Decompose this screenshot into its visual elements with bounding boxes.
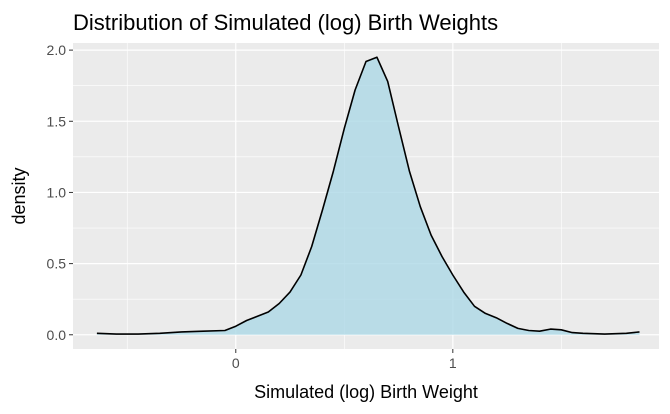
y-tick-label: 2.0: [47, 42, 67, 58]
y-tick-label: 1.5: [47, 113, 67, 129]
density-layer: [96, 56, 640, 335]
y-axis-title: density: [9, 167, 29, 224]
density-line: [96, 56, 640, 335]
y-tick-label: 0.0: [47, 327, 67, 343]
x-tick-label: 1: [449, 355, 457, 371]
chart-title: Distribution of Simulated (log) Birth We…: [73, 10, 498, 35]
x-axis-title: Simulated (log) Birth Weight: [254, 382, 478, 402]
y-tick-label: 0.5: [47, 256, 67, 272]
density-area: [96, 57, 640, 335]
y-axis: 0.0 0.5 1.0 1.5 2.0: [47, 42, 73, 343]
x-tick-label: 0: [232, 355, 240, 371]
y-tick-label: 1.0: [47, 184, 67, 200]
